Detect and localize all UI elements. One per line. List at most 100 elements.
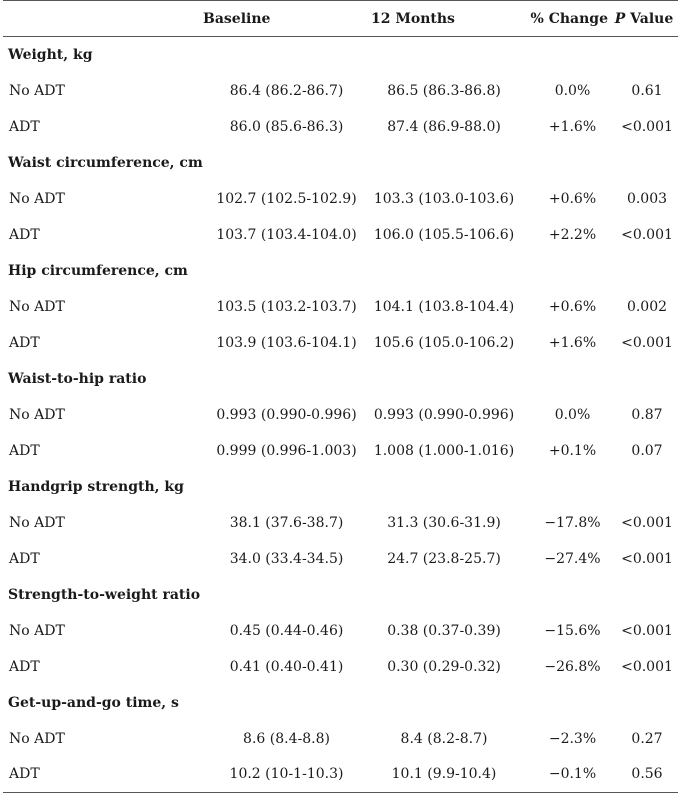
table-row: No ADT 38.1 (37.6-38.7) 31.3 (30.6-31.9) −1… bbox=[3, 505, 678, 541]
section-row: Waist circumference, cm bbox=[3, 145, 678, 181]
row-label: ADT bbox=[9, 658, 40, 675]
section-title: Strength-to-weight ratio bbox=[8, 586, 201, 603]
percent-change-cell: −2.3% bbox=[548, 730, 597, 747]
table-row: ADT 10.2 (10-1-10.3) 10.1 (9.9-10.4) −0.1% 0… bbox=[3, 756, 678, 793]
header-label-blank bbox=[3, 0, 198, 37]
months-12-cell: 1.008 (1.000-1.016) bbox=[373, 442, 515, 459]
months-12-cell: 10.1 (9.9-10.4) bbox=[363, 756, 523, 793]
section-row: Hip circumference, cm bbox=[3, 253, 678, 289]
p-value-cell: <0.001 bbox=[621, 550, 673, 567]
p-value-cell: <0.001 bbox=[621, 622, 673, 639]
row-label: No ADT bbox=[9, 298, 65, 315]
percent-change-cell: −15.6% bbox=[544, 622, 601, 639]
baseline-cell: 86.4 (86.2-86.7) bbox=[229, 82, 344, 99]
header-12-months: 12 Months bbox=[363, 0, 523, 37]
section-title: Waist-to-hip ratio bbox=[8, 370, 147, 387]
row-label: ADT bbox=[9, 334, 40, 351]
months-12-cell: 87.4 (86.9-88.0) bbox=[387, 118, 501, 135]
row-label: No ADT bbox=[9, 190, 65, 207]
months-12-cell: 103.3 (103.0-103.6) bbox=[373, 190, 515, 207]
table-row: No ADT 102.7 (102.5-102.9) 103.3 (103.0-10… bbox=[3, 181, 678, 217]
baseline-cell: 102.7 (102.5-102.9) bbox=[216, 190, 357, 207]
row-label: No ADT bbox=[9, 730, 65, 747]
months-12-cell: 24.7 (23.8-25.7) bbox=[387, 550, 501, 567]
months-12-cell: 0.993 (0.990-0.996) bbox=[373, 406, 515, 423]
table-row: No ADT 8.6 (8.4-8.8) 8.4 (8.2-8.7) −2.3% 0.2… bbox=[3, 721, 678, 757]
p-value-cell: <0.001 bbox=[621, 514, 673, 531]
row-label: No ADT bbox=[9, 406, 65, 423]
table-row: No ADT 86.4 (86.2-86.7) 86.5 (86.3-86.8) 0.… bbox=[3, 73, 678, 109]
section-row: Waist-to-hip ratio bbox=[3, 361, 678, 397]
months-12-cell: 0.30 (0.29-0.32) bbox=[387, 658, 501, 675]
baseline-cell: 103.5 (103.2-103.7) bbox=[216, 298, 357, 315]
row-label: ADT bbox=[9, 442, 40, 459]
p-value-cell: <0.001 bbox=[621, 226, 673, 243]
p-value-cell: <0.001 bbox=[621, 334, 673, 351]
percent-change-cell: 0.0% bbox=[554, 82, 591, 99]
percent-change-cell: −26.8% bbox=[544, 658, 601, 675]
percent-change-cell: +0.6% bbox=[548, 298, 597, 315]
table-row: ADT 0.41 (0.40-0.41) 0.30 (0.29-0.32) −26.8… bbox=[3, 649, 678, 685]
baseline-cell: 8.6 (8.4-8.8) bbox=[243, 730, 330, 747]
header-p-italic: P bbox=[614, 10, 626, 27]
p-value-cell: 0.56 bbox=[608, 756, 678, 793]
p-value-cell: 0.27 bbox=[631, 730, 663, 747]
p-value-cell: <0.001 bbox=[621, 118, 673, 135]
baseline-cell: 103.7 (103.4-104.0) bbox=[216, 226, 357, 243]
percent-change-cell: −27.4% bbox=[544, 550, 601, 567]
percent-change-cell: +0.1% bbox=[548, 442, 597, 459]
months-12-cell: 86.5 (86.3-86.8) bbox=[387, 82, 501, 99]
baseline-cell: 0.999 (0.996-1.003) bbox=[216, 442, 357, 459]
percent-change-cell: +1.6% bbox=[548, 118, 597, 135]
table-row: ADT 34.0 (33.4-34.5) 24.7 (23.8-25.7) −27.4… bbox=[3, 541, 678, 577]
percent-change-cell: −17.8% bbox=[544, 514, 601, 531]
baseline-cell: 34.0 (33.4-34.5) bbox=[229, 550, 344, 567]
header-row: Baseline 12 Months % Change P Value bbox=[3, 0, 678, 37]
table-row: ADT 103.9 (103.6-104.1) 105.6 (105.0-106.2… bbox=[3, 325, 678, 361]
row-label: No ADT bbox=[9, 82, 65, 99]
section-title: Waist circumference, cm bbox=[8, 154, 203, 171]
months-12-cell: 8.4 (8.2-8.7) bbox=[400, 730, 488, 747]
p-value-cell: 0.07 bbox=[631, 442, 663, 459]
section-title: Weight, kg bbox=[8, 46, 93, 63]
months-12-cell: 105.6 (105.0-106.2) bbox=[373, 334, 515, 351]
header-p-rest: Value bbox=[625, 10, 674, 27]
p-value-cell: 0.002 bbox=[626, 298, 668, 315]
table-row: ADT 103.7 (103.4-104.0) 106.0 (105.5-106.6… bbox=[3, 217, 678, 253]
p-value-cell: 0.61 bbox=[631, 82, 663, 99]
baseline-cell: 0.41 (0.40-0.41) bbox=[229, 658, 344, 675]
percent-change-cell: +2.2% bbox=[548, 226, 597, 243]
section-title: Hip circumference, cm bbox=[8, 262, 188, 279]
header-percent-change: % Change bbox=[523, 0, 608, 37]
table-row: No ADT 103.5 (103.2-103.7) 104.1 (103.8-10… bbox=[3, 289, 678, 325]
months-12-cell: 104.1 (103.8-104.4) bbox=[373, 298, 515, 315]
header-baseline: Baseline bbox=[198, 0, 363, 37]
baseline-cell: 0.993 (0.990-0.996) bbox=[216, 406, 357, 423]
table-row: ADT 0.999 (0.996-1.003) 1.008 (1.000-1.016… bbox=[3, 433, 678, 469]
table-body: Weight, kg No ADT 86.4 (86.2-86.7) 86.5 (86… bbox=[3, 37, 678, 793]
table-row: No ADT 0.45 (0.44-0.46) 0.38 (0.37-0.39) −1… bbox=[3, 613, 678, 649]
baseline-cell: 10.2 (10-1-10.3) bbox=[198, 756, 363, 793]
months-12-cell: 0.38 (0.37-0.39) bbox=[387, 622, 501, 639]
row-label: ADT bbox=[9, 118, 40, 135]
row-label: No ADT bbox=[9, 514, 65, 531]
p-value-cell: 0.003 bbox=[626, 190, 668, 207]
percent-change-cell: +1.6% bbox=[548, 334, 597, 351]
section-row: Get-up-and-go time, s bbox=[3, 685, 678, 721]
row-label: ADT bbox=[9, 550, 40, 567]
results-table: Baseline 12 Months % Change P Value Weig… bbox=[3, 0, 678, 793]
percent-change-cell: 0.0% bbox=[554, 406, 591, 423]
months-12-cell: 31.3 (30.6-31.9) bbox=[387, 514, 501, 531]
baseline-cell: 86.0 (85.6-86.3) bbox=[229, 118, 344, 135]
months-12-cell: 106.0 (105.5-106.6) bbox=[373, 226, 515, 243]
section-title: Get-up-and-go time, s bbox=[8, 694, 179, 711]
p-value-cell: 0.87 bbox=[631, 406, 663, 423]
table-row: No ADT 0.993 (0.990-0.996) 0.993 (0.990-0.… bbox=[3, 397, 678, 433]
section-title: Handgrip strength, kg bbox=[8, 478, 184, 495]
baseline-cell: 103.9 (103.6-104.1) bbox=[216, 334, 357, 351]
p-value-cell: <0.001 bbox=[621, 658, 673, 675]
row-label: ADT bbox=[9, 226, 40, 243]
percent-change-cell: −0.1% bbox=[523, 756, 608, 793]
header-p-value: P Value bbox=[608, 0, 678, 37]
table-row: ADT 86.0 (85.6-86.3) 87.4 (86.9-88.0) +1.6%… bbox=[3, 109, 678, 145]
